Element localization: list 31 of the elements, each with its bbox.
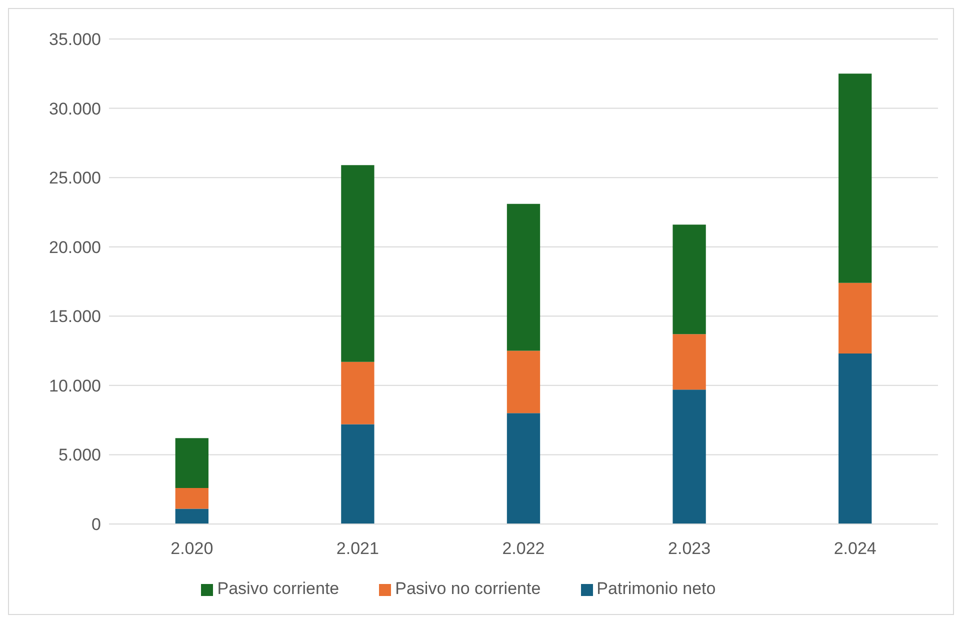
legend-label: Pasivo no corriente	[395, 579, 541, 598]
bar	[175, 508, 208, 524]
x-tick-label: 2.020	[170, 539, 214, 558]
y-tick-label: 30.000	[49, 99, 101, 118]
y-tick-label: 15.000	[49, 307, 101, 326]
bar	[672, 390, 706, 524]
legend-label: Pasivo corriente	[217, 579, 340, 598]
bar	[672, 224, 706, 334]
bar	[341, 165, 374, 362]
bar	[175, 438, 208, 488]
y-tick-label: 20.000	[49, 238, 101, 257]
bar	[506, 204, 540, 351]
y-tick-label: 25.000	[49, 168, 101, 188]
bar	[506, 350, 540, 414]
bar	[506, 413, 540, 524]
x-tick-label: 2.021	[336, 539, 379, 558]
bar	[838, 282, 872, 354]
y-tick-label: 0	[92, 515, 101, 534]
legend-label: Patrimonio neto	[596, 579, 716, 598]
bar	[175, 488, 208, 509]
y-tick-label: 10.000	[49, 376, 101, 396]
bar	[341, 424, 374, 524]
x-tick-label: 2.022	[502, 539, 545, 558]
y-tick-label: 5.000	[58, 446, 101, 465]
x-tick-label: 2.023	[668, 539, 711, 558]
bar	[838, 354, 872, 524]
bar	[838, 74, 872, 283]
bar	[341, 362, 374, 424]
bar	[672, 334, 706, 390]
y-tick-label: 35.000	[49, 30, 101, 50]
x-tick-label: 2.024	[834, 539, 876, 558]
